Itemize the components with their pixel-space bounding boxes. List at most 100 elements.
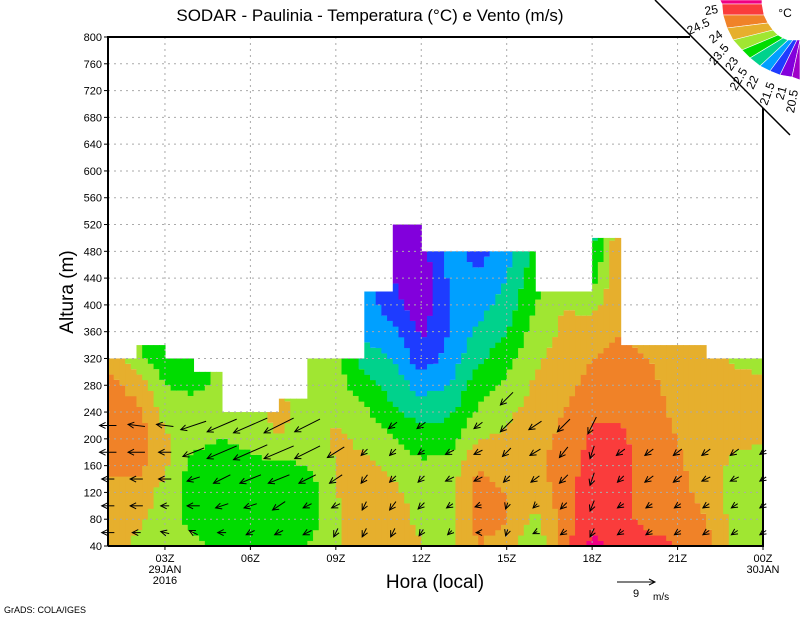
contour-cell xyxy=(392,224,400,284)
contour-cell xyxy=(387,401,394,434)
contour-cell xyxy=(586,363,593,434)
wind-vector xyxy=(499,418,514,433)
contour-cell xyxy=(358,449,365,547)
contour-cell xyxy=(295,465,303,547)
wind-vector-head xyxy=(361,530,368,538)
contour-cell xyxy=(586,291,593,316)
contour-cell xyxy=(284,422,291,461)
wind-vector-head xyxy=(159,502,167,510)
wind-vector-head xyxy=(417,475,425,483)
contour-cell xyxy=(415,454,422,536)
wind-vector-head xyxy=(333,530,340,538)
wind-vector xyxy=(729,475,739,482)
contour-cell xyxy=(387,320,394,359)
contour-cell xyxy=(466,417,474,450)
contour-cell xyxy=(313,358,320,482)
wind-vector xyxy=(417,475,425,483)
wind-vector xyxy=(360,474,368,485)
contour-cell xyxy=(643,345,650,359)
contour-cell xyxy=(193,535,200,547)
contour-cell xyxy=(506,326,513,370)
wind-vector-head xyxy=(361,503,368,512)
contour-cell xyxy=(546,291,553,348)
contour-cell xyxy=(358,401,365,450)
contour-cell xyxy=(603,422,610,547)
contour-cell xyxy=(483,310,491,359)
wind-vector-shaft xyxy=(215,503,229,509)
contour-cell xyxy=(239,412,246,450)
wind-vector-shaft xyxy=(445,476,455,482)
wind-vector-head xyxy=(388,503,396,511)
contour-cell xyxy=(637,524,644,547)
contour-cell xyxy=(569,310,576,397)
contour-cell xyxy=(404,224,411,311)
wind-vector-shaft xyxy=(560,530,568,536)
wind-vector-shaft xyxy=(502,447,512,457)
wind-vector-shaft xyxy=(127,423,145,427)
wind-vector-head xyxy=(559,528,568,536)
contour-cell xyxy=(501,524,508,547)
wind-vector-shaft xyxy=(331,503,341,509)
wind-vector-shaft xyxy=(589,472,595,486)
contour-cell xyxy=(603,237,610,289)
contour-cell xyxy=(290,460,297,547)
contour-cell xyxy=(495,529,502,547)
contour-cell xyxy=(409,454,417,525)
contour-cell xyxy=(324,358,331,546)
wind-vector xyxy=(616,501,625,509)
wind-vector-head xyxy=(672,449,681,457)
contour-cell xyxy=(398,492,405,547)
contour-cell xyxy=(546,481,553,547)
wind-vector xyxy=(330,502,341,509)
wind-vector-head xyxy=(179,424,188,432)
contour-cell xyxy=(529,315,536,381)
contour-cell xyxy=(438,353,445,391)
wind-vector xyxy=(444,448,455,455)
contour-cell xyxy=(130,358,138,370)
contour-cell xyxy=(723,465,730,515)
wind-vector-shaft xyxy=(360,448,368,456)
contour-cell xyxy=(381,353,388,391)
contour-cell xyxy=(398,412,405,445)
wind-vector-head xyxy=(472,448,481,455)
wind-vector xyxy=(267,474,290,485)
contour-cell xyxy=(483,256,491,311)
wind-vector-head xyxy=(242,502,251,510)
wind-vector xyxy=(418,529,426,537)
contour-cell xyxy=(483,438,491,477)
wind-vector-head xyxy=(474,529,483,537)
wind-vector-head xyxy=(98,448,106,456)
wind-vector xyxy=(417,502,425,510)
wind-vector-shaft xyxy=(701,448,711,456)
contour-cell xyxy=(370,291,377,348)
contour-cell xyxy=(404,417,411,450)
wind-vector-head xyxy=(499,398,507,406)
wind-vector xyxy=(472,475,483,482)
contour-cell xyxy=(147,363,155,391)
contour-cell xyxy=(301,398,308,466)
contour-cell xyxy=(523,267,531,332)
contour-cell xyxy=(261,460,269,547)
contour-cell xyxy=(535,291,542,300)
wind-vector-head xyxy=(100,502,108,510)
contour-cell xyxy=(432,390,439,424)
contour-cell xyxy=(216,371,223,439)
y-tick-label: 240 xyxy=(84,407,102,419)
contour-cell xyxy=(159,379,166,424)
contour-cell xyxy=(398,224,405,300)
contour-cell xyxy=(745,358,753,370)
contour-cell xyxy=(421,395,428,424)
contour-cell xyxy=(501,428,508,493)
contour-cell xyxy=(426,363,434,391)
contour-cell xyxy=(654,379,662,536)
wind-vector-shaft xyxy=(645,530,653,536)
contour-cell xyxy=(409,524,417,547)
contour-cell xyxy=(221,412,229,439)
contour-cell xyxy=(751,358,758,375)
contour-cell xyxy=(267,460,274,547)
contour-cell xyxy=(142,345,149,359)
wind-vector-head xyxy=(328,477,337,484)
contour-cell xyxy=(136,374,143,407)
y-tick-label: 720 xyxy=(84,86,102,98)
contour-cell xyxy=(119,358,126,386)
